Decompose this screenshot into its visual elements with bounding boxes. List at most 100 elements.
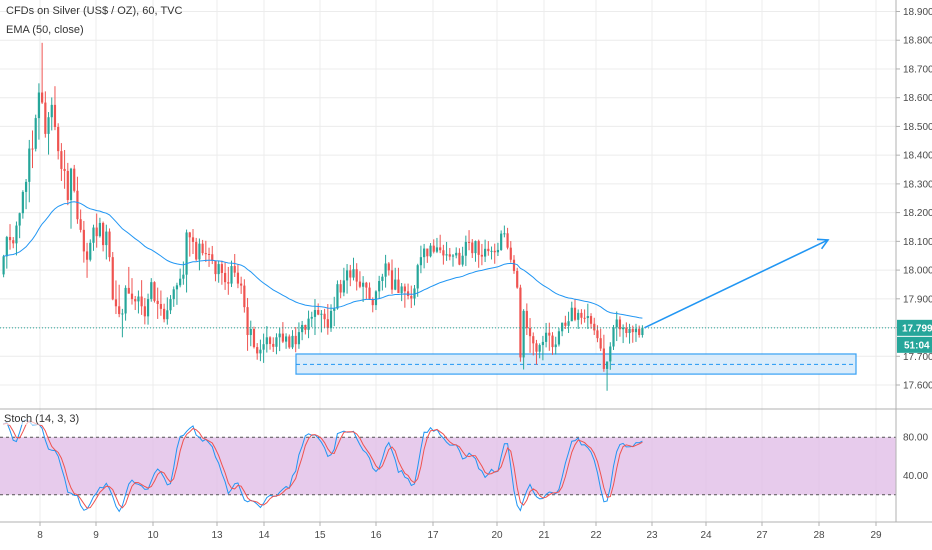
candle-128 [413, 285, 416, 306]
price-tick-label-6: 18.300 [903, 179, 932, 190]
projection-arrow-head [816, 238, 830, 250]
time-tick-label-11: 23 [646, 530, 658, 541]
candle-64 [207, 247, 211, 267]
candle-body [204, 253, 207, 255]
candle-body [358, 281, 362, 287]
candle-114 [368, 282, 371, 300]
candle-body [31, 148, 34, 150]
candle-body [544, 332, 548, 342]
stoch-d-line [3, 420, 643, 509]
candle-body [140, 296, 143, 307]
candle-176 [567, 311, 570, 334]
candle-192 [618, 316, 622, 337]
candle-body [548, 332, 551, 336]
candle-81 [262, 333, 265, 363]
candle-body [618, 319, 622, 330]
countdown-value: 51:04 [904, 340, 930, 351]
candle-body [500, 233, 503, 250]
candle-35 [114, 280, 118, 315]
candle-2 [8, 224, 12, 250]
candle-78 [252, 326, 256, 349]
candle-body [493, 250, 496, 253]
candle-100 [323, 308, 326, 328]
candle-16 [53, 86, 57, 131]
candle-66 [214, 260, 217, 282]
candle-20 [66, 162, 69, 206]
candle-body [477, 241, 480, 255]
candle-body [580, 312, 583, 318]
candle-188 [605, 361, 609, 391]
candle-144 [464, 235, 467, 267]
candle-0 [2, 254, 5, 278]
candle-body [403, 286, 406, 292]
candle-50 [163, 303, 166, 323]
candle-body [5, 237, 8, 257]
candle-body [451, 255, 455, 257]
candle-body [487, 248, 490, 252]
time-axis[interactable]: 8 9 10 13 14 15 16 17 20 21 22 23 24 27 28 29 [37, 522, 882, 541]
candle-body [503, 233, 506, 235]
candle-165 [532, 332, 535, 356]
candle-body [596, 330, 599, 339]
candle-body [182, 274, 185, 279]
candle-123 [397, 267, 400, 294]
candle-body [532, 336, 535, 344]
candle-139 [448, 247, 451, 261]
candle-38 [124, 285, 127, 321]
candle-43 [140, 280, 143, 315]
candle-body [345, 270, 349, 281]
candle-11 [37, 83, 41, 140]
candle-body [349, 270, 352, 278]
candle-body [320, 313, 323, 315]
candle-42 [137, 290, 140, 314]
candle-body [413, 288, 416, 299]
support-zone[interactable] [295, 353, 857, 375]
candle-90 [291, 330, 294, 350]
candle-body [615, 319, 618, 328]
candle-body [201, 243, 204, 254]
candle-body [47, 117, 50, 134]
candle-164 [528, 318, 532, 353]
candle-140 [451, 253, 455, 267]
candle-body [53, 104, 57, 127]
candle-72 [233, 253, 236, 277]
candle-body [307, 318, 310, 330]
ema-legend[interactable]: EMA (50, close) [6, 24, 84, 36]
projection-arrow[interactable] [644, 238, 830, 329]
candle-121 [390, 259, 394, 294]
candle-body [339, 284, 342, 293]
candle-body [63, 168, 66, 171]
candle-body [233, 266, 236, 273]
candle-27 [89, 239, 92, 262]
candle-193 [622, 324, 625, 344]
candle-110 [355, 263, 358, 291]
candle-body [435, 247, 439, 252]
stoch-lines [3, 419, 643, 513]
candle-32 [105, 224, 108, 260]
candle-body [198, 243, 201, 260]
candle-136 [439, 234, 442, 254]
candle-body [323, 313, 326, 320]
stoch-legend[interactable]: Stoch (14, 3, 3) [4, 413, 80, 425]
candle-body [124, 287, 127, 314]
candle-159 [512, 255, 516, 274]
candle-74 [240, 276, 243, 294]
candle-95 [307, 310, 310, 339]
candle-40 [130, 278, 134, 305]
chart-title[interactable]: CFDs on Silver (US$ / OZ), 60, TVC [6, 5, 183, 17]
candle-82 [265, 326, 268, 353]
candle-body [265, 337, 268, 345]
candle-body [185, 232, 188, 275]
price-axis[interactable]: 18.900 18.800 18.700 18.600 18.500 18.400 18.3… [896, 7, 932, 482]
candle-111 [358, 271, 362, 289]
candle-body [21, 191, 24, 214]
candle-99 [320, 310, 323, 333]
candle-body [416, 265, 419, 289]
candle-21 [69, 167, 73, 229]
candle-86 [278, 327, 281, 352]
candle-157 [506, 227, 509, 250]
candle-body [573, 307, 577, 320]
candle-107 [345, 264, 349, 294]
candle-130 [419, 245, 423, 274]
